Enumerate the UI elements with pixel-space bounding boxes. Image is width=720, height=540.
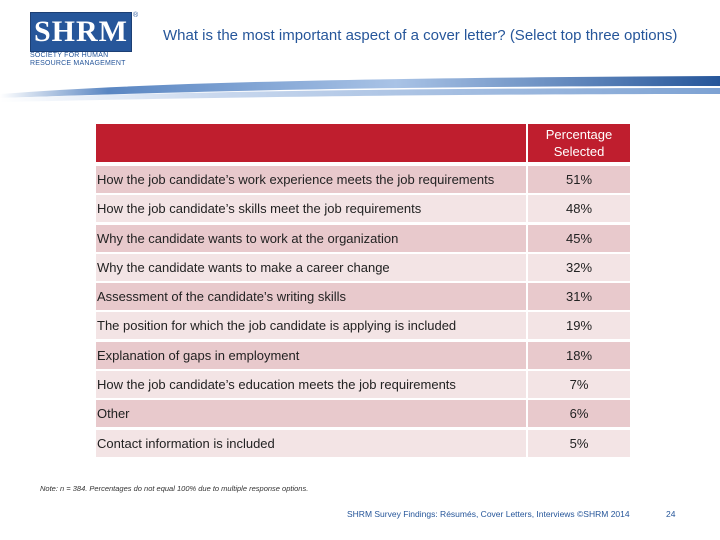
table-row: Contact information is included 5% bbox=[96, 429, 630, 457]
results-table: Percentage Selected How the job candidat… bbox=[96, 124, 630, 459]
row-value: 32% bbox=[528, 253, 630, 281]
slide-title: What is the most important aspect of a c… bbox=[163, 27, 678, 44]
column-header-percentage: Percentage Selected bbox=[528, 124, 630, 162]
row-label: How the job candidate’s education meets … bbox=[96, 371, 526, 399]
table-row: Why the candidate wants to work at the o… bbox=[96, 224, 630, 252]
table-row: Other 6% bbox=[96, 400, 630, 428]
header-blank-cell bbox=[96, 124, 526, 162]
shrm-logo: SHRM ® Society for Human Resource Manage… bbox=[30, 12, 138, 70]
logo-mark: SHRM bbox=[30, 12, 132, 52]
row-label: How the job candidate’s skills meet the … bbox=[96, 195, 526, 223]
row-value: 19% bbox=[528, 312, 630, 340]
table-row: How the job candidate’s education meets … bbox=[96, 371, 630, 399]
row-label: How the job candidate’s work experience … bbox=[96, 166, 526, 193]
table-row: Why the candidate wants to make a career… bbox=[96, 253, 630, 281]
table-body: How the job candidate’s work experience … bbox=[96, 166, 630, 457]
page-number: 24 bbox=[666, 509, 676, 519]
footer-text: SHRM Survey Findings: Résumés, Cover Let… bbox=[347, 509, 630, 519]
row-label: Explanation of gaps in employment bbox=[96, 341, 526, 369]
row-label: Assessment of the candidate’s writing sk… bbox=[96, 283, 526, 311]
table-row: How the job candidate’s work experience … bbox=[96, 166, 630, 193]
row-label: Contact information is included bbox=[96, 429, 526, 457]
row-value: 18% bbox=[528, 341, 630, 369]
row-value: 5% bbox=[528, 429, 630, 457]
table-row: How the job candidate’s skills meet the … bbox=[96, 195, 630, 223]
row-value: 6% bbox=[528, 400, 630, 428]
row-value: 7% bbox=[528, 371, 630, 399]
row-label: Why the candidate wants to work at the o… bbox=[96, 224, 526, 252]
logo-subtitle: Society for Human Resource Management bbox=[30, 52, 126, 67]
table-row: Explanation of gaps in employment 18% bbox=[96, 341, 630, 369]
row-label: The position for which the job candidate… bbox=[96, 312, 526, 340]
header-swoosh bbox=[0, 76, 720, 102]
row-value: 48% bbox=[528, 195, 630, 223]
footnote: Note: n = 384. Percentages do not equal … bbox=[40, 484, 309, 493]
row-label: Why the candidate wants to make a career… bbox=[96, 253, 526, 281]
row-value: 51% bbox=[528, 166, 630, 193]
registered-mark: ® bbox=[133, 12, 139, 19]
row-value: 45% bbox=[528, 224, 630, 252]
table-row: Assessment of the candidate’s writing sk… bbox=[96, 283, 630, 311]
table-row: The position for which the job candidate… bbox=[96, 312, 630, 340]
table-header: Percentage Selected bbox=[96, 124, 630, 162]
row-label: Other bbox=[96, 400, 526, 428]
row-value: 31% bbox=[528, 283, 630, 311]
